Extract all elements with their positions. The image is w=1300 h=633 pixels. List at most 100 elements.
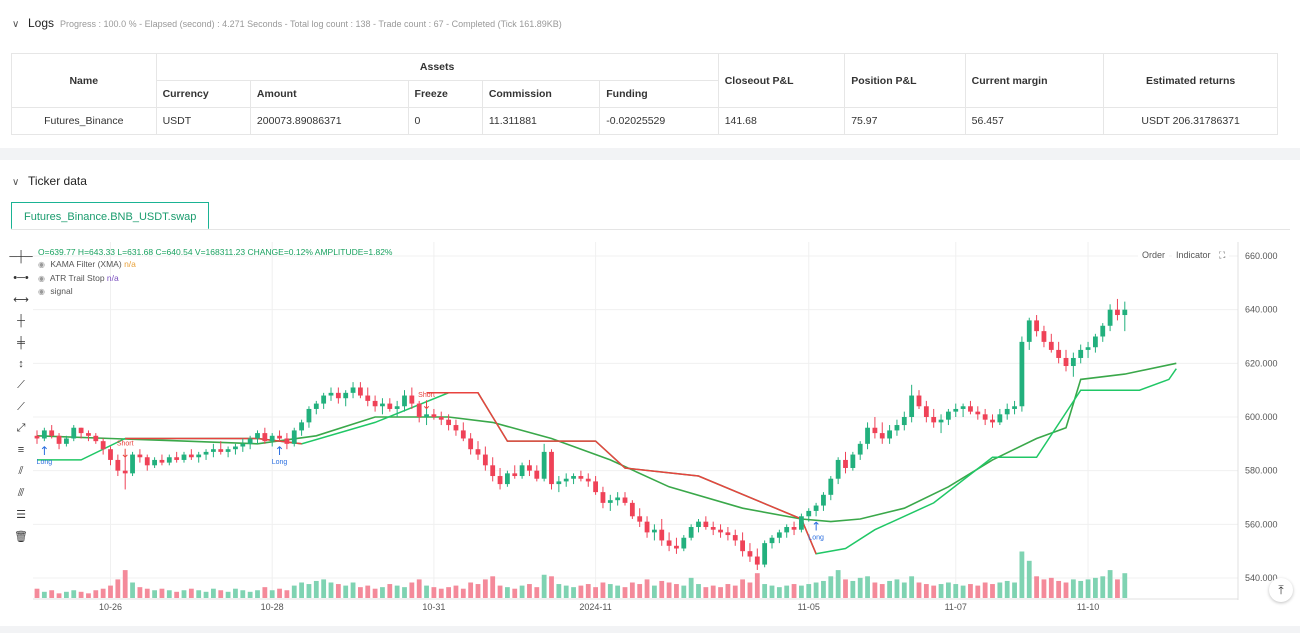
- horizontal-line-icon[interactable]: ─┼─: [9, 250, 33, 263]
- parallel-channel-icon[interactable]: ⫽: [18, 465, 24, 478]
- candle-body: [438, 417, 444, 420]
- trend-line-icon[interactable]: ⟋: [17, 379, 25, 392]
- legend-kama[interactable]: ◉ KAMA Filter (XMA) n/a: [38, 258, 393, 271]
- position-header: Position P&L: [844, 53, 966, 108]
- legend-signal[interactable]: ◉ signal: [38, 285, 393, 298]
- legend-atr[interactable]: ◉ ATR Trail Stop n/a: [38, 272, 393, 285]
- candle-body: [115, 459, 121, 471]
- volume-bar: [71, 590, 77, 598]
- candle-body: [122, 470, 128, 474]
- volume-bar: [813, 582, 819, 598]
- indicator-button[interactable]: Indicator: [1172, 248, 1215, 262]
- fullscreen-icon[interactable]: ⛶: [1215, 248, 1230, 263]
- candle-body: [233, 446, 238, 450]
- fibonacci-icon[interactable]: ☰: [16, 509, 26, 522]
- volume-bar: [299, 582, 304, 598]
- vertical-ray-icon[interactable]: ╪: [17, 336, 25, 349]
- candle-body: [953, 408, 959, 412]
- volume-bar: [556, 584, 562, 598]
- candle-body: [688, 527, 694, 538]
- volume-bar: [424, 585, 429, 598]
- ray-icon[interactable]: ⟋: [17, 400, 25, 413]
- segment-icon[interactable]: ⤢: [16, 422, 26, 435]
- volume-bar: [1115, 579, 1120, 598]
- candle-body: [968, 406, 973, 412]
- volume-bar: [629, 582, 635, 598]
- candle-body: [1026, 320, 1032, 342]
- cell-freeze: 0: [407, 107, 483, 135]
- chevron-down-icon[interactable]: ∨: [12, 19, 20, 30]
- candle-body: [482, 454, 488, 466]
- fork-icon[interactable]: ⫻: [17, 486, 25, 499]
- y-tick-label: 600.000: [1245, 412, 1278, 422]
- candle-body: [769, 537, 775, 544]
- x-tick-label: 10-31: [422, 602, 445, 612]
- candle-body: [387, 403, 393, 409]
- tab-bnb-usdt-swap[interactable]: Futures_Binance.BNB_USDT.swap: [11, 202, 210, 230]
- logs-header[interactable]: ∨ Logs Progress : 100.0 % - Elapsed (sec…: [12, 16, 562, 30]
- ticker-header[interactable]: ∨ Ticker data: [12, 174, 87, 188]
- volume-bar: [255, 590, 260, 598]
- y-tick-label: 540.000: [1245, 573, 1278, 583]
- volume-bar: [747, 582, 753, 598]
- candle-body: [475, 449, 481, 455]
- volume-bar: [328, 582, 334, 598]
- candle-body: [211, 449, 216, 452]
- volume-bar: [968, 584, 973, 598]
- volume-bar: [468, 582, 474, 598]
- volume-bar: [857, 577, 863, 598]
- price-channel-icon[interactable]: ≡: [17, 444, 25, 457]
- candle-body: [497, 476, 503, 485]
- volume-bar: [64, 591, 69, 598]
- ticker-panel: ∨ Ticker data Futures_Binance.BNB_USDT.s…: [0, 160, 1300, 626]
- scroll-to-latest-button[interactable]: ⤒: [1269, 578, 1293, 602]
- volume-bar: [637, 584, 643, 598]
- candle-body: [1107, 309, 1113, 326]
- volume-bar: [460, 588, 466, 598]
- candle-body: [130, 454, 135, 474]
- candle-body: [799, 516, 804, 530]
- eye-icon[interactable]: ◉: [38, 273, 45, 283]
- volume-bar: [233, 588, 238, 598]
- short-arrow-icon: ↓: [120, 446, 130, 460]
- x-tick-label: 10-28: [261, 602, 284, 612]
- candlestick-chart[interactable]: 660.000 640.000 620.000 600.000 580.000 560.0…: [0, 160, 1300, 626]
- vertical-line-icon[interactable]: ┼: [17, 315, 25, 328]
- volume-bar: [1056, 580, 1062, 598]
- volume-bar: [431, 587, 437, 598]
- eye-icon[interactable]: ◉: [38, 260, 45, 270]
- y-tick-label: 660.000: [1245, 251, 1278, 261]
- volume-bar: [1034, 576, 1039, 598]
- volume-bar: [144, 588, 150, 598]
- candle-body: [240, 443, 246, 447]
- chevron-down-icon[interactable]: ∨: [12, 177, 20, 188]
- candle-body: [541, 451, 547, 479]
- candle-body: [1085, 347, 1091, 350]
- candle-body: [696, 521, 701, 528]
- candle-body: [534, 470, 540, 479]
- delete-icon[interactable]: 🗑: [14, 530, 28, 543]
- volume-bar: [931, 585, 937, 598]
- volume-bar: [350, 582, 356, 598]
- volume-bar: [1041, 579, 1047, 598]
- volume-bar: [652, 585, 657, 598]
- vertical-segment-icon[interactable]: ↕: [18, 358, 24, 371]
- volume-bar: [563, 585, 569, 598]
- candle-body: [505, 473, 510, 485]
- eye-icon[interactable]: ◉: [38, 286, 45, 296]
- volume-bar: [218, 590, 224, 598]
- volume-bar: [196, 590, 202, 598]
- candle-body: [262, 433, 268, 442]
- volume-bar: [850, 580, 856, 598]
- volume-bar: [982, 582, 988, 598]
- volume-bar: [166, 590, 172, 598]
- candle-body: [1122, 309, 1128, 316]
- horizontal-ray-icon[interactable]: •─•: [13, 272, 29, 285]
- candle-body: [291, 430, 297, 444]
- candle-body: [174, 457, 180, 460]
- commission-header: Commission: [481, 80, 601, 108]
- candle-body: [1070, 357, 1076, 367]
- horizontal-segment-icon[interactable]: ⟷: [13, 294, 29, 307]
- candle-body: [901, 417, 907, 426]
- order-button[interactable]: Order: [1138, 248, 1170, 262]
